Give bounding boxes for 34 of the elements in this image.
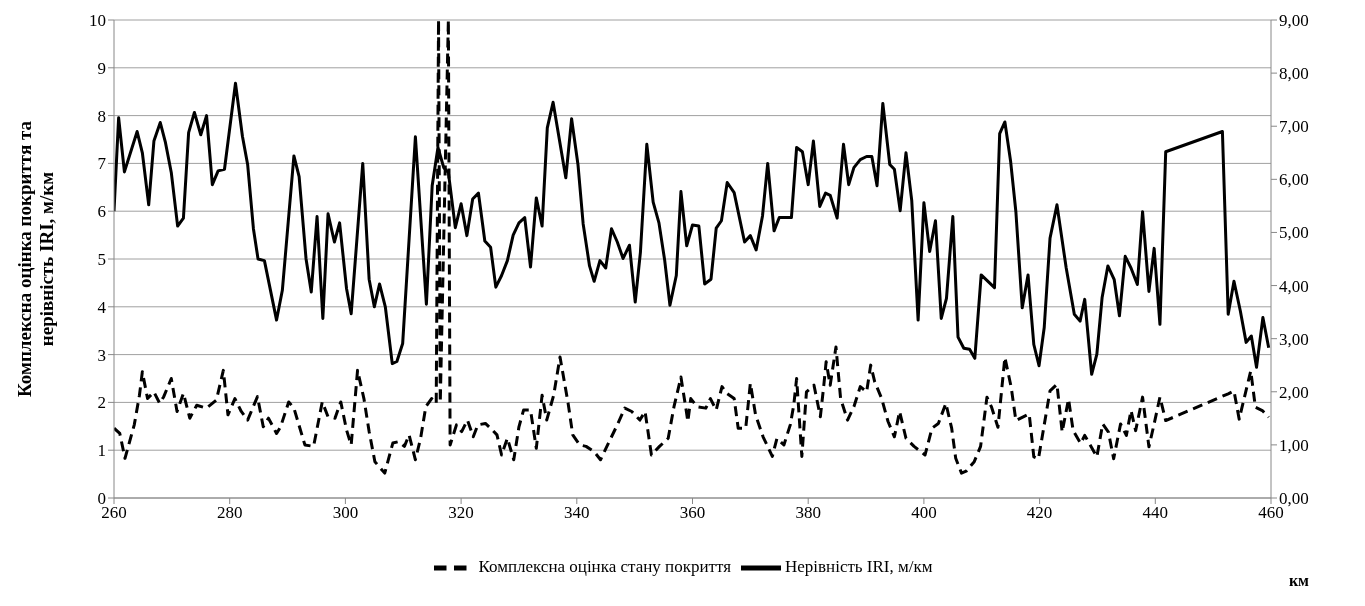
x-tick-label: 400 [911, 503, 937, 523]
y-tick-label: 5 [97, 250, 106, 270]
y-tick-label: 1 [97, 441, 106, 461]
y2-tick-label: 5,00 [1279, 223, 1309, 243]
x-tick-label: 300 [332, 503, 359, 523]
x-tick-label: 460 [1258, 503, 1284, 523]
y-tick-label: 4 [97, 297, 107, 317]
y-tick-label: 8 [97, 106, 106, 126]
y2-tick-label: 7,00 [1279, 117, 1309, 137]
y2-tick-label: 2,00 [1279, 382, 1309, 402]
y2-tick-label: 8,00 [1279, 64, 1309, 84]
y-tick-label: 6 [97, 202, 106, 222]
y2-tick-label: 3,00 [1279, 329, 1309, 349]
x-axis-title: км [1288, 572, 1310, 589]
y-tick-label: 7 [97, 154, 107, 174]
x-tick-label: 380 [795, 503, 821, 523]
x-tick-label: 360 [679, 503, 706, 523]
x-tick-label: 320 [448, 503, 474, 523]
y2-tick-label: 9,00 [1279, 11, 1309, 31]
y-tick-label: 9 [97, 58, 106, 78]
y-tick-label: 10 [89, 11, 106, 31]
x-tick-label: 420 [1026, 503, 1053, 523]
legend-label: Нерівність IRI, м/км [785, 556, 933, 576]
legend-label: Комплексна оцінка стану покриття [478, 556, 731, 576]
y2-tick-label: 6,00 [1279, 170, 1309, 190]
y2-tick-label: 4,00 [1279, 276, 1309, 296]
x-tick-label: 260 [101, 503, 127, 523]
x-tick-label: 340 [564, 503, 590, 523]
y-axis-title: Комплексна оцінка покриття та нерівність IRI, м/км [14, 120, 57, 398]
y-tick-label: 3 [97, 345, 106, 365]
y2-tick-label: 1,00 [1279, 435, 1309, 455]
x-tick-label: 440 [1142, 503, 1169, 523]
x-tick-label: 280 [216, 503, 243, 523]
y-tick-label: 2 [97, 393, 106, 413]
